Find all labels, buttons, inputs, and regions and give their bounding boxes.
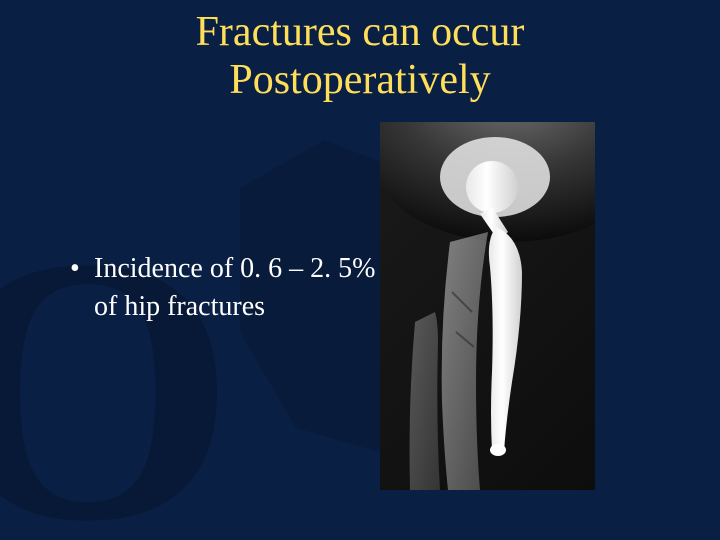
prosthesis-stem [489,227,522,452]
native-femur [442,232,488,490]
prosthesis-head [466,161,518,213]
title-line-1: Fractures can occur [196,9,525,55]
xray-image [380,122,595,490]
bullet-item: Incidence of 0. 6 – 2. 5% of hip fractur… [70,250,400,326]
adjacent-bone [410,312,440,490]
title-line-2: Postoperatively [229,57,490,103]
bullet-text: Incidence of 0. 6 – 2. 5% of hip fractur… [94,253,375,322]
xray-svg [380,122,595,490]
stem-tip [490,444,506,456]
slide-title: Fractures can occur Postoperatively [0,8,720,105]
bullet-list: Incidence of 0. 6 – 2. 5% of hip fractur… [70,250,400,326]
